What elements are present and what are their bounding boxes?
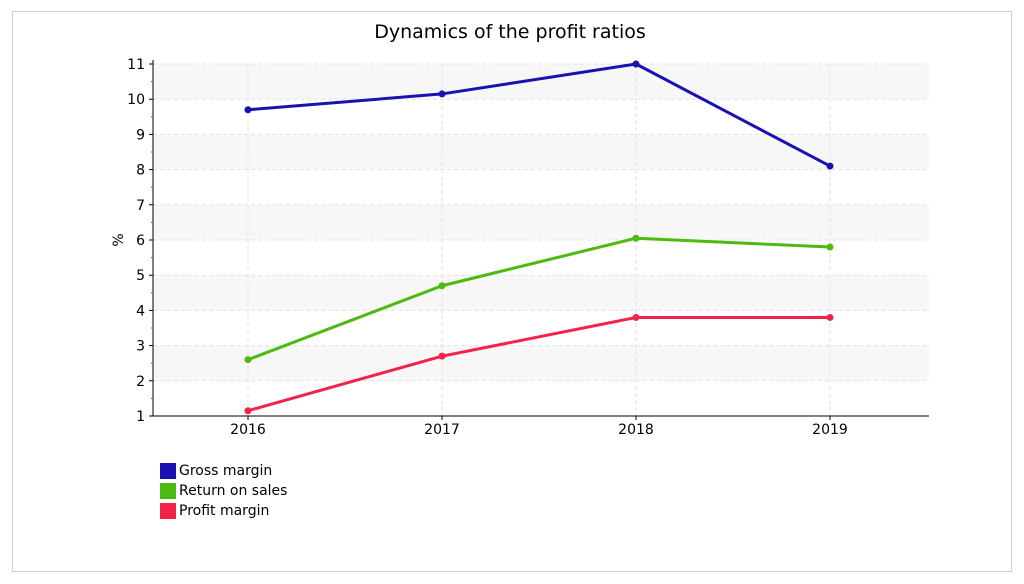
legend-item-return-on-sales: Return on sales bbox=[160, 481, 287, 501]
x-tick-label: 2017 bbox=[424, 422, 460, 438]
data-point-return-on-sales bbox=[244, 356, 252, 364]
legend-item-profit-margin: Profit margin bbox=[160, 501, 287, 521]
data-point-gross-margin bbox=[632, 60, 640, 68]
y-tick-label: 2 bbox=[136, 374, 145, 390]
legend-swatch-return-on-sales bbox=[160, 483, 176, 499]
plot-band bbox=[153, 64, 929, 100]
legend-label: Gross margin bbox=[179, 463, 273, 479]
data-point-profit-margin bbox=[632, 313, 640, 321]
x-tick-label: 2019 bbox=[812, 422, 848, 438]
plot-bands bbox=[153, 64, 929, 381]
data-point-profit-margin bbox=[826, 313, 834, 321]
tick-labels: 1 2 3 4 5 6 7 8 9 10 11 2016 2017 2018 2019 bbox=[127, 57, 848, 438]
series-line-return-on-sales bbox=[247, 236, 831, 362]
plot-band bbox=[153, 345, 929, 381]
y-tick-label: 6 bbox=[136, 233, 145, 249]
legend-swatch-gross-margin bbox=[160, 463, 176, 479]
data-point-profit-margin bbox=[244, 407, 252, 415]
data-point-return-on-sales bbox=[632, 234, 640, 242]
legend-label: Return on sales bbox=[179, 483, 288, 499]
y-tick-label: 4 bbox=[136, 303, 145, 319]
chart-title: Dynamics of the profit ratios bbox=[374, 21, 646, 43]
y-tick-label: 5 bbox=[136, 268, 145, 284]
x-tick-label: 2018 bbox=[618, 422, 654, 438]
plot-band bbox=[153, 275, 929, 311]
legend-item-gross-margin: Gross margin bbox=[160, 461, 287, 481]
series-line-gross-margin bbox=[247, 62, 831, 168]
plot-band bbox=[153, 204, 929, 240]
x-tick-label: 2016 bbox=[230, 422, 266, 438]
data-point-gross-margin bbox=[438, 90, 446, 98]
y-tick-label: 3 bbox=[136, 339, 145, 355]
grid-lines bbox=[153, 63, 929, 417]
legend-label: Profit margin bbox=[179, 503, 270, 519]
series-line-profit-margin bbox=[247, 315, 830, 413]
y-tick-label: 7 bbox=[136, 198, 145, 214]
y-tick-label: 10 bbox=[127, 92, 145, 108]
data-point-return-on-sales bbox=[826, 243, 834, 251]
y-tick-label: 8 bbox=[136, 163, 145, 179]
axes bbox=[149, 60, 929, 420]
y-axis-label: % bbox=[111, 233, 127, 246]
data-point-return-on-sales bbox=[438, 282, 446, 290]
y-tick-label: 11 bbox=[127, 57, 145, 73]
data-point-profit-margin bbox=[438, 352, 446, 360]
data-point-gross-margin bbox=[244, 106, 252, 114]
plot-band bbox=[153, 134, 929, 170]
y-tick-label: 9 bbox=[136, 127, 145, 143]
y-tick-label: 1 bbox=[136, 409, 145, 425]
data-point-gross-margin bbox=[826, 162, 834, 170]
series-lines bbox=[244, 60, 834, 415]
legend-swatch-profit-margin bbox=[160, 503, 176, 519]
legend: Gross margin Return on sales Profit marg… bbox=[160, 461, 287, 521]
